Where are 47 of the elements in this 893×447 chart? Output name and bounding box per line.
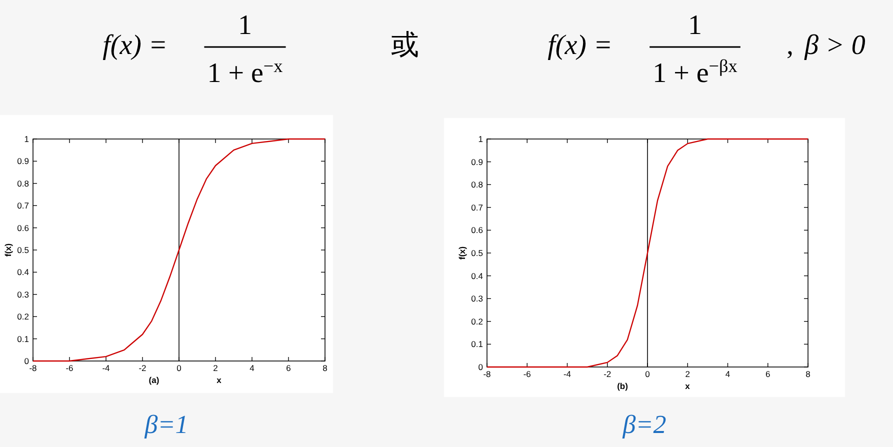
y-tick-label: 0.1 — [17, 334, 30, 344]
y-tick-label: 1 — [24, 134, 30, 144]
y-tick-label: 0.3 — [471, 294, 484, 304]
x-tick-label: 0 — [176, 363, 182, 373]
y-axis-title: f(x) — [457, 246, 467, 260]
x-tick-label: -8 — [29, 363, 38, 373]
y-tick-label: 0.6 — [17, 222, 30, 233]
x-tick-label: 2 — [685, 369, 690, 379]
x-tick-label: -4 — [102, 363, 110, 373]
y-tick-label: 0.5 — [471, 248, 484, 258]
x-tick-label: -6 — [523, 369, 532, 379]
x-tick-label: -8 — [483, 369, 492, 379]
x-tick-label: -4 — [563, 369, 572, 379]
y-tick-label: 0.3 — [17, 289, 30, 300]
x-tick-label: -2 — [604, 369, 612, 379]
y-tick-label: 0 — [24, 356, 30, 366]
y-tick-label: 0.5 — [17, 245, 30, 255]
x-tick-label: 8 — [322, 363, 328, 373]
y-tick-label: 0.8 — [471, 180, 484, 190]
text: (a) — [148, 375, 160, 385]
y-tick-label: 1 — [478, 134, 484, 144]
y-tick-label: 0.4 — [17, 267, 30, 278]
y-tick-label: 0.1 — [471, 339, 484, 350]
y-axis-title: f(x) — [3, 243, 13, 257]
y-tick-label: 0.8 — [17, 178, 30, 188]
text: β=1 — [144, 410, 188, 439]
y-tick-label: 0.7 — [471, 202, 484, 212]
text: β=2 — [622, 410, 666, 439]
x-tick-label: 4 — [250, 363, 255, 373]
y-tick-label: 0.4 — [471, 270, 484, 281]
x-tick-label: -2 — [138, 363, 147, 373]
x-tick-label: 4 — [725, 369, 730, 379]
x-tick-label: 0 — [645, 369, 650, 379]
y-tick-label: 0.9 — [17, 156, 30, 166]
y-tick-label: 0.6 — [471, 225, 484, 236]
y-tick-label: 0.7 — [17, 200, 30, 211]
y-tick-label: 0.2 — [17, 312, 30, 322]
text: (b) — [617, 381, 628, 391]
x-axis-title: x — [216, 375, 222, 385]
x-tick-label: 2 — [213, 363, 218, 373]
y-tick-label: 0.2 — [471, 316, 484, 326]
x-tick-label: -6 — [66, 363, 74, 373]
x-axis-title: x — [685, 381, 690, 391]
x-tick-label: 6 — [766, 369, 771, 379]
x-tick-label: 6 — [286, 363, 292, 373]
x-tick-label: 8 — [806, 369, 811, 379]
y-tick-label: 0.9 — [471, 156, 484, 167]
